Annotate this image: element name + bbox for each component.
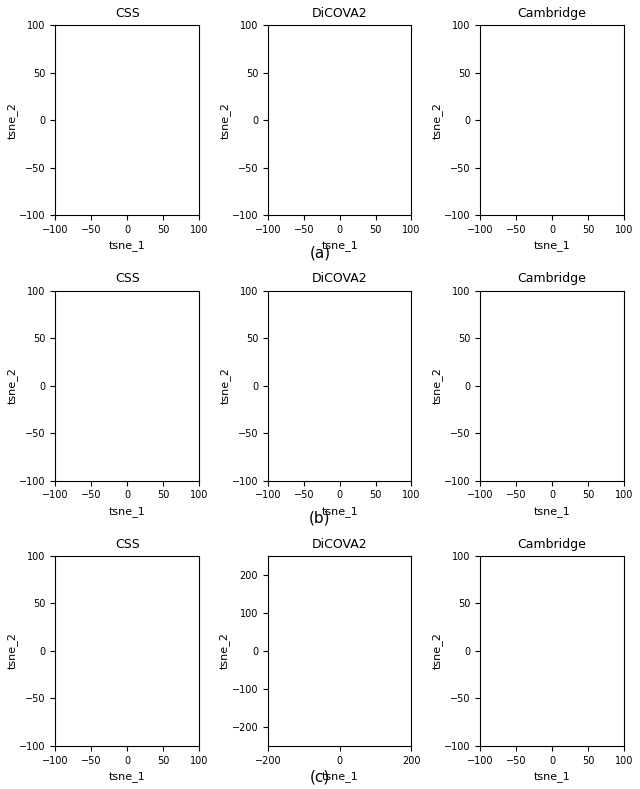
X-axis label: tsne_1: tsne_1 xyxy=(321,506,358,517)
Y-axis label: tsne_2: tsne_2 xyxy=(220,102,230,139)
Title: DiCOVA2: DiCOVA2 xyxy=(312,7,367,20)
X-axis label: tsne_1: tsne_1 xyxy=(534,506,570,517)
Y-axis label: tsne_2: tsne_2 xyxy=(432,102,443,139)
X-axis label: tsne_1: tsne_1 xyxy=(534,771,570,782)
Title: CSS: CSS xyxy=(115,537,140,551)
X-axis label: tsne_1: tsne_1 xyxy=(109,771,145,782)
Title: DiCOVA2: DiCOVA2 xyxy=(312,537,367,551)
X-axis label: tsne_1: tsne_1 xyxy=(109,506,145,517)
Text: (b): (b) xyxy=(309,510,331,525)
Title: CSS: CSS xyxy=(115,272,140,286)
Text: (c): (c) xyxy=(310,770,330,785)
X-axis label: tsne_1: tsne_1 xyxy=(109,241,145,252)
Y-axis label: tsne_2: tsne_2 xyxy=(7,367,18,404)
Title: Cambridge: Cambridge xyxy=(518,272,586,286)
Text: (a): (a) xyxy=(309,245,331,260)
X-axis label: tsne_1: tsne_1 xyxy=(321,241,358,252)
Title: CSS: CSS xyxy=(115,7,140,20)
X-axis label: tsne_1: tsne_1 xyxy=(534,241,570,252)
Y-axis label: tsne_2: tsne_2 xyxy=(220,367,230,404)
Y-axis label: tsne_2: tsne_2 xyxy=(7,102,18,139)
Y-axis label: tsne_2: tsne_2 xyxy=(220,633,230,669)
X-axis label: tsne_1: tsne_1 xyxy=(321,771,358,782)
Y-axis label: tsne_2: tsne_2 xyxy=(7,633,18,669)
Title: Cambridge: Cambridge xyxy=(518,7,586,20)
Y-axis label: tsne_2: tsne_2 xyxy=(432,367,443,404)
Y-axis label: tsne_2: tsne_2 xyxy=(432,633,443,669)
Title: DiCOVA2: DiCOVA2 xyxy=(312,272,367,286)
Title: Cambridge: Cambridge xyxy=(518,537,586,551)
